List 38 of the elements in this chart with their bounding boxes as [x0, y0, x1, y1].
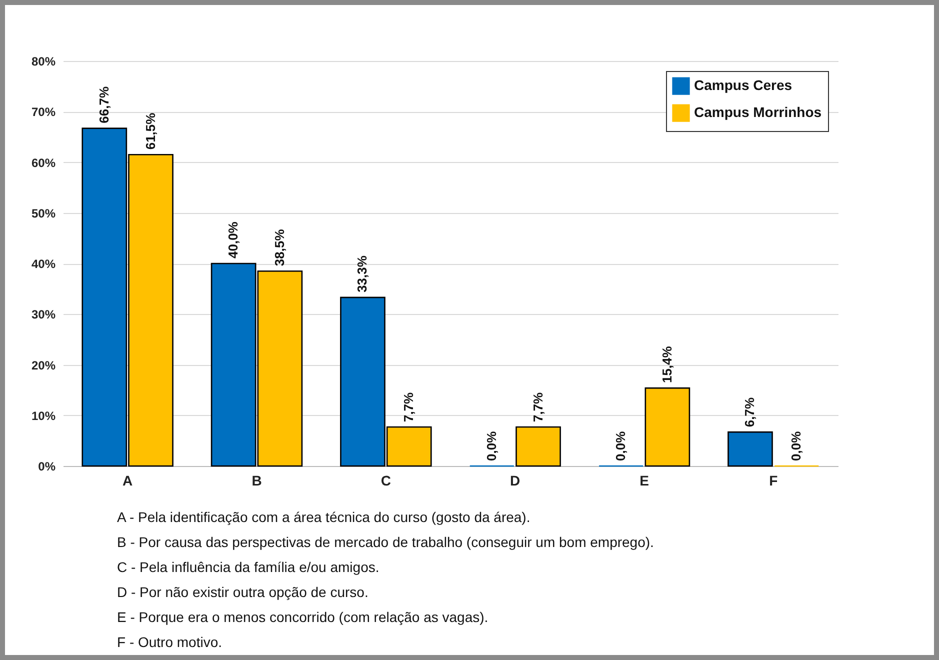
x-tick-label: A — [122, 472, 133, 488]
text: D - Por não existir outra opção de curso. — [117, 583, 370, 602]
y-tick-label: 30% — [31, 308, 56, 322]
data-label: 7,7% — [530, 392, 546, 422]
x-tick-label: F — [769, 472, 778, 488]
x-tick-label: E — [640, 472, 649, 488]
text: E - Porque era o menos concorrido (com relação as vagas). — [117, 608, 490, 627]
text: C - Pela influência da família e/ou amigos. — [117, 558, 380, 577]
data-label: 38,5% — [272, 228, 287, 266]
text: F - Outro motivo. — [117, 633, 224, 652]
data-label: 33,3% — [354, 255, 370, 292]
legend-label: Campus Morrinhos — [694, 104, 822, 120]
data-label: 0,0% — [613, 430, 628, 461]
y-tick-label: 0% — [38, 460, 56, 474]
data-label: 7,7% — [401, 392, 416, 422]
data-label: 40,0% — [226, 221, 241, 258]
y-tick-label: 60% — [31, 156, 56, 170]
data-label: 15,4% — [659, 346, 674, 384]
data-label: 0,0% — [788, 430, 804, 461]
bar — [644, 387, 690, 467]
data-label: 6,7% — [742, 397, 758, 428]
bar — [516, 426, 561, 467]
y-tick-label: 20% — [31, 358, 56, 372]
bar — [728, 431, 773, 467]
y-tick-label: 70% — [31, 105, 56, 120]
x-tick-label: C — [380, 472, 391, 488]
data-label: 61,5% — [142, 112, 158, 150]
x-tick-label: D — [510, 472, 520, 488]
y-tick-label: 40% — [31, 257, 56, 271]
text: A - Pela identificação com a área técnica do curso (gosto da área). — [117, 508, 532, 527]
y-tick-label: 80% — [31, 54, 56, 68]
y-tick-label: 50% — [31, 206, 56, 220]
data-label: 0,0% — [484, 430, 499, 461]
x-tick-label: B — [252, 472, 262, 488]
text: B - Por causa das perspectivas de mercado de trabalho (conseguir um bom emprego). — [117, 533, 654, 552]
y-tick-label: 10% — [31, 408, 56, 423]
legend-label: Campus Ceres — [694, 77, 792, 93]
data-label: 66,7% — [96, 86, 112, 124]
